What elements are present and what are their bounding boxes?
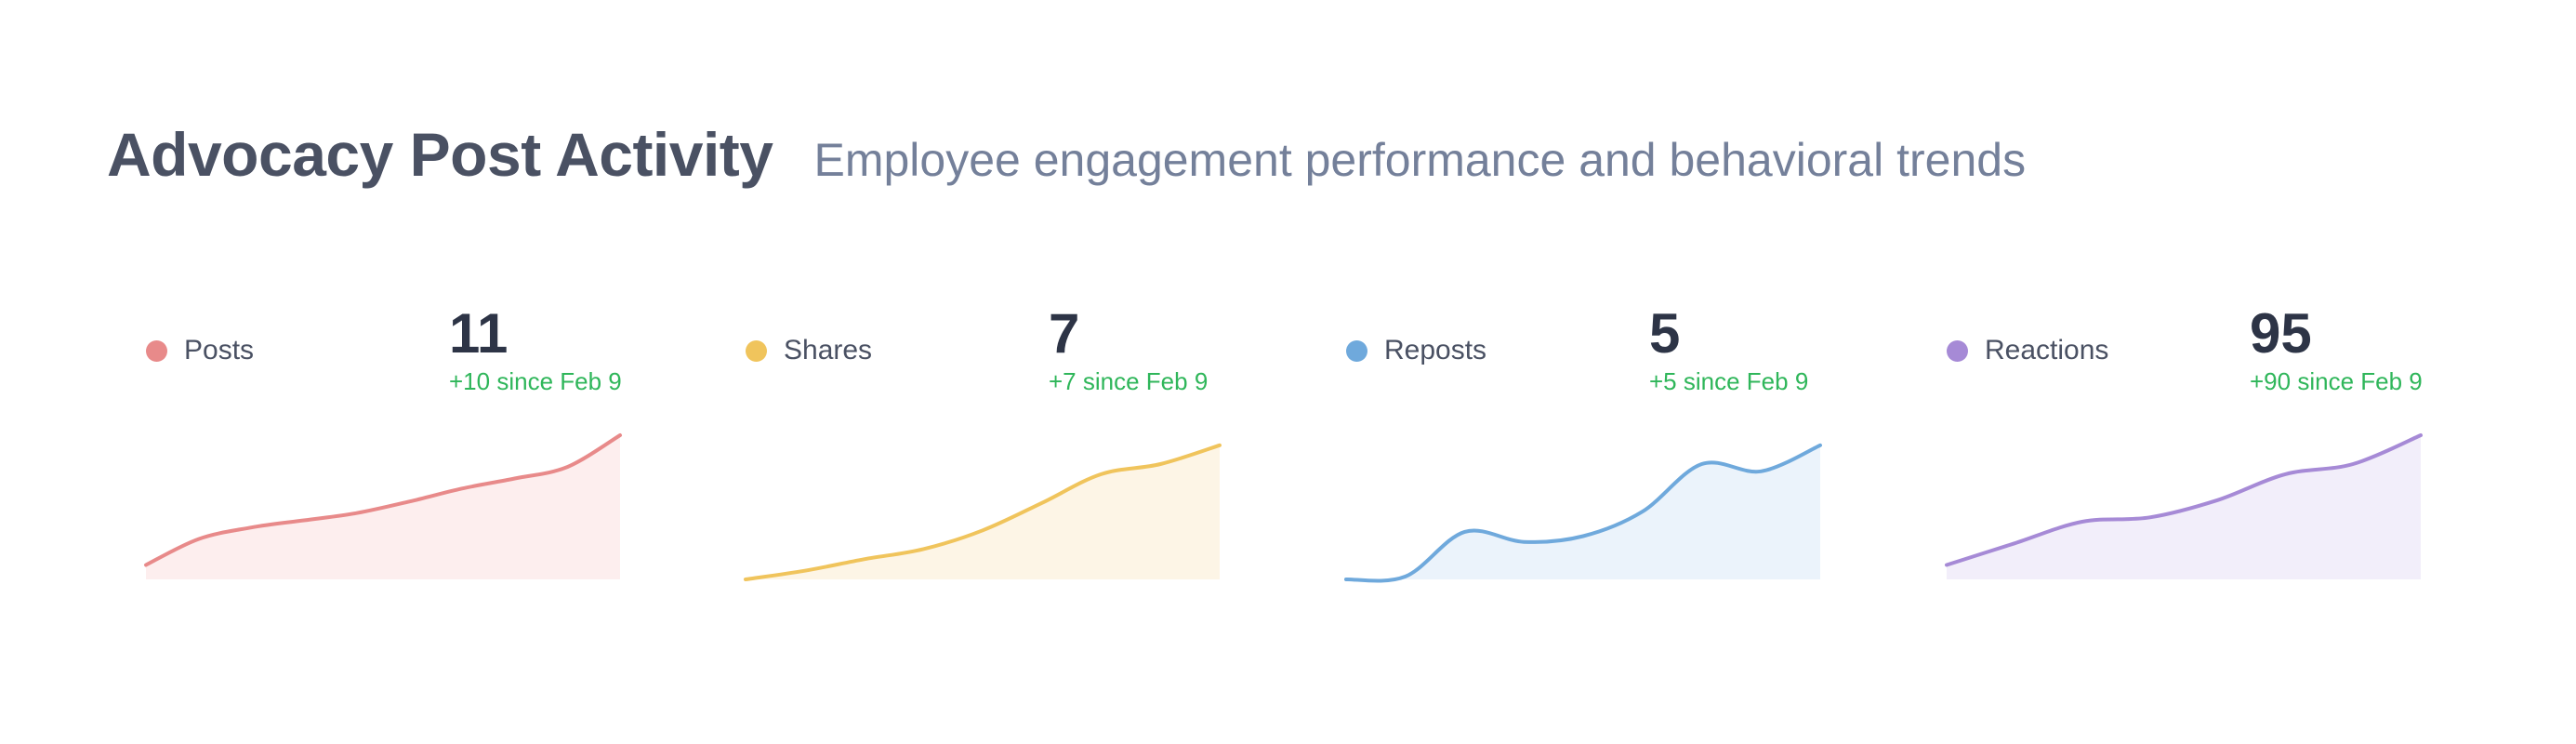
legend-dot xyxy=(146,339,167,362)
page-title: Advocacy Post Activity xyxy=(107,120,773,189)
legend: Reactions xyxy=(1947,335,2108,366)
legend-label: Reposts xyxy=(1384,335,1487,365)
metric-card-posts: Posts 11 +10 since Feb 9 xyxy=(144,296,622,593)
legend: Shares xyxy=(746,335,872,366)
header: Advocacy Post Activity Employee engageme… xyxy=(107,119,2026,190)
series-line xyxy=(744,443,1222,581)
legend-dot xyxy=(746,339,767,362)
legend-dot xyxy=(1346,339,1367,362)
series-area xyxy=(1346,445,1820,581)
series-line xyxy=(1344,443,1822,583)
metric-value: 7 xyxy=(1049,302,1080,365)
series-area xyxy=(146,435,620,579)
metric-card-reposts: Reposts 5 +5 since Feb 9 xyxy=(1344,296,1822,593)
series-line xyxy=(1945,433,2423,567)
legend-dot xyxy=(1947,339,1968,362)
sparkline-chart xyxy=(744,443,1222,581)
metric-delta: +7 since Feb 9 xyxy=(1049,367,1209,395)
metric-delta: +5 since Feb 9 xyxy=(1649,367,1809,395)
sparkline-chart xyxy=(1344,443,1822,583)
sparkline-chart xyxy=(144,433,622,579)
legend-label: Shares xyxy=(784,335,873,365)
metric-delta: +10 since Feb 9 xyxy=(449,367,622,395)
metric-value: 5 xyxy=(1649,302,1681,365)
legend: Reposts xyxy=(1346,335,1486,366)
series-area xyxy=(746,445,1220,579)
series-line xyxy=(144,433,622,567)
legend: Posts xyxy=(146,335,254,366)
metric-card-shares: Shares 7 +7 since Feb 9 xyxy=(744,296,1222,593)
metric-card-reactions: Reactions 95 +90 since Feb 9 xyxy=(1945,296,2423,593)
legend-label: Reactions xyxy=(1985,335,2109,365)
sparkline-chart xyxy=(1945,433,2423,579)
metric-value: 11 xyxy=(449,302,509,365)
metric-delta: +90 since Feb 9 xyxy=(2250,367,2423,395)
page-subtitle: Employee engagement performance and beha… xyxy=(813,134,2027,186)
metric-value: 95 xyxy=(2250,302,2312,365)
series-area xyxy=(1947,435,2421,579)
legend-label: Posts xyxy=(184,335,255,365)
